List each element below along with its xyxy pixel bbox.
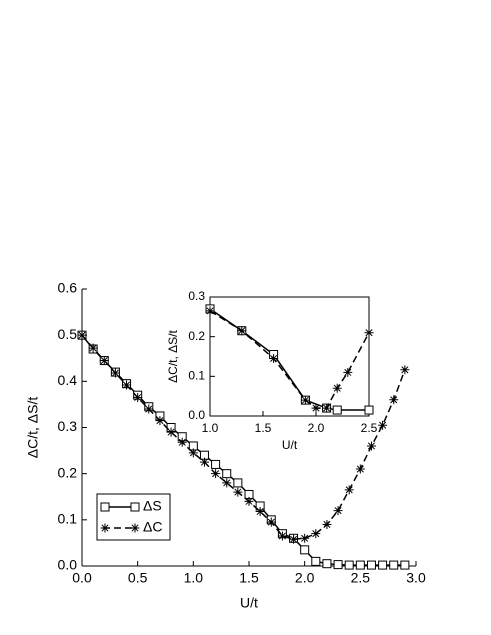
marker-star (364, 328, 374, 338)
marker-star (88, 343, 98, 353)
legend-box (96, 493, 171, 541)
marker-star (266, 517, 276, 527)
marker-star (110, 368, 120, 378)
marker-square (344, 560, 354, 570)
y-tick-label: 0.0 (188, 408, 205, 422)
marker-star (355, 464, 365, 474)
marker-star (366, 441, 376, 451)
marker-star (344, 485, 354, 495)
x-tick-label: 2.0 (295, 570, 315, 586)
marker-star (311, 529, 321, 539)
x-axis-label: U/t (282, 438, 298, 452)
y-axis-label: ΔC/t, ΔS/t (25, 397, 41, 459)
marker-square (100, 502, 110, 512)
y-axis-label: ΔC/t, ΔS/t (166, 329, 180, 382)
marker-square (233, 478, 243, 488)
y-tick-label: 0.6 (58, 280, 78, 296)
marker-star (289, 534, 299, 544)
marker-star (332, 383, 342, 393)
marker-star (177, 437, 187, 447)
legend-label: ΔS (143, 498, 162, 514)
marker-star (166, 427, 176, 437)
y-tick-label: 0.1 (58, 511, 78, 527)
x-tick-label: 2.5 (351, 570, 371, 586)
y-tick-label: 0.3 (188, 289, 205, 303)
marker-star (400, 365, 410, 375)
marker-star (378, 420, 388, 430)
marker-star (77, 330, 87, 340)
x-tick-label: 1.5 (239, 570, 259, 586)
x-tick-label: 1.5 (255, 421, 272, 435)
y-tick-label: 0.5 (58, 326, 78, 342)
marker-star (233, 487, 243, 497)
marker-star (211, 469, 221, 479)
marker-square (389, 560, 399, 570)
marker-star (322, 519, 332, 529)
y-tick-label: 0.3 (58, 418, 78, 434)
marker-star (237, 326, 247, 336)
marker-square (211, 459, 221, 469)
x-axis-label: U/t (240, 595, 258, 611)
marker-square (333, 560, 343, 570)
marker-star (244, 496, 254, 506)
marker-square (130, 502, 140, 512)
marker-star (122, 380, 132, 390)
marker-star (300, 395, 310, 405)
x-tick-label: 3.0 (406, 570, 426, 586)
plot: 0.0 0.5 1.0 1.5 2.0 2.5 3.0 0.0 0.1 0.2 0.3 0.4 0.5 0… (25, 280, 426, 611)
marker-square (378, 560, 388, 570)
marker-star (255, 507, 265, 517)
y-tick-label: 0.4 (58, 372, 78, 388)
marker-square (332, 405, 342, 415)
marker-square (355, 560, 365, 570)
marker-square (311, 556, 321, 566)
y-tick-label: 0.2 (58, 464, 78, 480)
marker-star (389, 395, 399, 405)
marker-star (155, 416, 165, 426)
marker-square (222, 469, 232, 479)
marker-star (133, 392, 143, 402)
x-tick-label: 2.0 (308, 421, 325, 435)
y-tick-label: 0.2 (188, 329, 205, 343)
legend-label: ΔC (143, 519, 162, 535)
x-tick-label: 2.5 (361, 421, 378, 435)
marker-star (130, 523, 140, 533)
plot: 1.0 1.5 2.0 2.5 0.0 0.1 0.2 0.3 U/t ΔC/t, ΔS/t (166, 289, 377, 452)
y-tick-label: 0.1 (188, 369, 205, 383)
marker-square (300, 545, 310, 555)
marker-star (311, 403, 321, 413)
marker-star (333, 506, 343, 516)
marker-star (277, 531, 287, 541)
marker-star (188, 448, 198, 458)
marker-star (205, 306, 215, 316)
marker-star (343, 367, 353, 377)
marker-star (100, 523, 110, 533)
x-tick-label: 0.0 (72, 570, 92, 586)
marker-square (366, 560, 376, 570)
marker-square (400, 560, 410, 570)
marker-star (222, 478, 232, 488)
marker-star (269, 353, 279, 363)
y-tick-label: 0.0 (58, 557, 78, 573)
marker-star (199, 457, 209, 467)
x-tick-label: 1.0 (184, 570, 204, 586)
x-tick-label: 1.0 (202, 421, 219, 435)
marker-star (300, 533, 310, 543)
plot-frame (209, 296, 370, 417)
x-tick-label: 0.5 (128, 570, 148, 586)
marker-square (364, 405, 374, 415)
marker-star (322, 403, 332, 413)
marker-star (99, 356, 109, 366)
marker-star (144, 404, 154, 414)
marker-square (322, 559, 332, 569)
